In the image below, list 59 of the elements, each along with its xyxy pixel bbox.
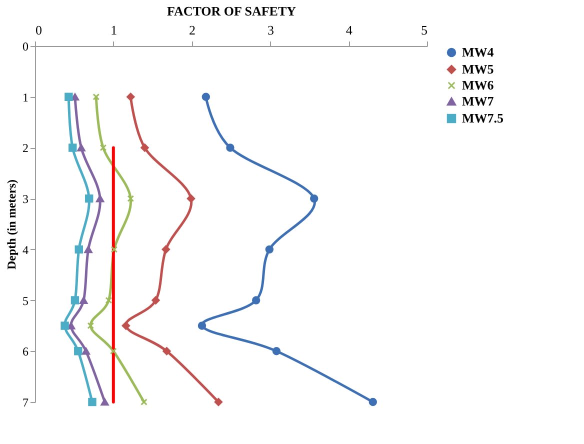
point <box>68 144 77 152</box>
x-tick-label: 0 <box>36 22 42 38</box>
y-tick-label: 1 <box>22 90 28 104</box>
point <box>88 398 96 406</box>
point <box>126 92 135 101</box>
point <box>140 144 149 152</box>
point <box>110 348 117 355</box>
point <box>186 194 196 203</box>
point <box>110 246 118 253</box>
point <box>92 93 100 100</box>
point <box>64 92 73 101</box>
y-tick-label: 6 <box>22 344 28 359</box>
point <box>202 92 210 101</box>
point <box>60 322 69 330</box>
y-tick-label: 3 <box>22 192 28 206</box>
point <box>368 398 378 406</box>
y-tick-label: 2 <box>22 141 28 156</box>
point <box>74 245 84 254</box>
legend-label: MW6 <box>462 78 494 92</box>
point <box>252 296 260 304</box>
point <box>77 144 86 152</box>
point <box>162 245 170 254</box>
legend-label: MW4 <box>462 44 494 60</box>
point <box>70 296 80 304</box>
legend-label: MW7 <box>462 94 494 108</box>
point <box>310 194 318 203</box>
point <box>272 347 281 356</box>
point <box>140 398 148 406</box>
point <box>82 347 90 355</box>
y-tick-label: 7 <box>22 396 28 410</box>
x-tick-label: 2 <box>189 22 196 38</box>
point <box>162 347 171 356</box>
y-axis-title: Depth (in meters) <box>4 180 18 270</box>
point <box>198 322 206 330</box>
y-tick-label: 4 <box>22 242 28 257</box>
point <box>214 398 223 406</box>
point <box>84 246 92 254</box>
x-tick-label: 1 <box>110 22 118 38</box>
point <box>84 194 94 203</box>
x-axis-title: FACTOR OF SAFETY <box>166 4 297 18</box>
point <box>100 144 107 152</box>
point <box>96 194 104 202</box>
point <box>122 322 130 330</box>
point <box>100 398 109 406</box>
point <box>265 245 274 254</box>
x-tick-label: 5 <box>421 22 428 38</box>
point <box>105 296 112 304</box>
point <box>80 296 88 304</box>
point <box>226 144 234 152</box>
point <box>87 322 94 330</box>
x-tick-label: 3 <box>267 22 274 38</box>
y-tick-label: 5 <box>22 294 28 308</box>
legend-label: MW5 <box>462 62 494 76</box>
point <box>74 347 82 356</box>
legend-label: MW7.5 <box>462 110 504 126</box>
point <box>127 195 134 202</box>
x-tick-label: 4 <box>346 22 353 38</box>
point <box>152 296 160 304</box>
y-tick-label: 0 <box>22 40 28 54</box>
